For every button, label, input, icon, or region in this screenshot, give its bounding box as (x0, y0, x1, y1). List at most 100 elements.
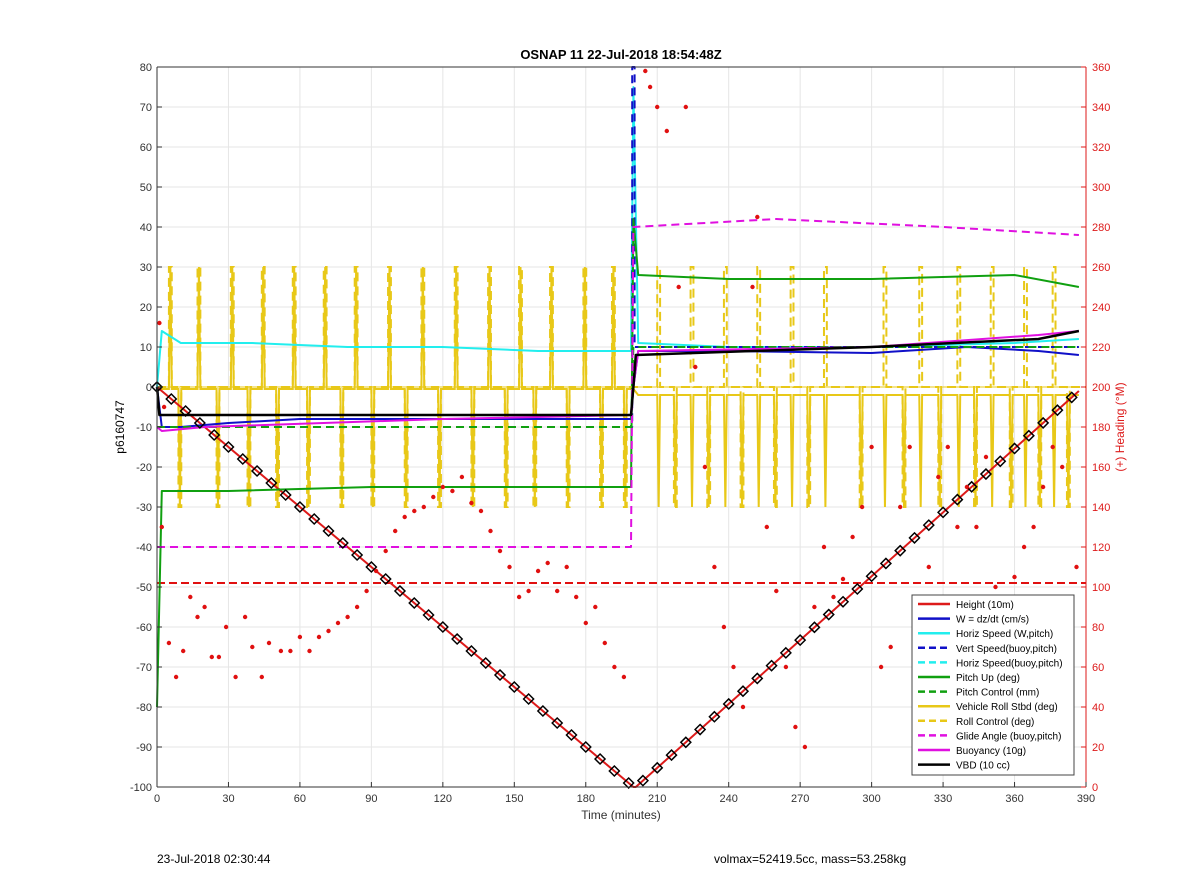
legend-label: Vert Speed(buoy,pitch) (956, 644, 1057, 655)
y-tick-label: 60 (140, 142, 152, 154)
heading-point (335, 620, 341, 626)
height-marker (351, 548, 364, 562)
x-tick-label: 360 (1005, 793, 1023, 805)
height-marker (408, 596, 421, 610)
height-marker (222, 440, 235, 454)
x-tick-label: 390 (1077, 793, 1095, 805)
heading-point (161, 404, 167, 410)
height-marker (779, 646, 792, 659)
y-right-tick-label: 280 (1092, 222, 1110, 234)
height-marker (651, 761, 664, 774)
height-marker (236, 452, 249, 466)
height-marker (536, 704, 549, 718)
heading-point (159, 524, 164, 530)
height-marker (1065, 391, 1078, 404)
y-tick-label: -10 (136, 422, 152, 434)
height-marker (851, 582, 864, 596)
height-marker (922, 519, 935, 532)
height-marker (265, 476, 278, 490)
height-marker (336, 536, 349, 550)
heading-point (373, 568, 379, 574)
height-marker (365, 560, 378, 574)
heading-point (202, 604, 207, 610)
heading-point (488, 528, 493, 534)
height-marker (722, 697, 735, 711)
heading-point (926, 564, 931, 570)
heading-point (223, 624, 229, 630)
height-marker (636, 774, 649, 787)
y-right-tick-label: 40 (1092, 702, 1104, 714)
heading-point (297, 634, 303, 640)
x-tick-label: 210 (648, 793, 666, 805)
height-marker (479, 656, 492, 670)
height-marker (808, 621, 821, 634)
heading-point (535, 568, 541, 574)
glide-angle-line (157, 218, 1079, 548)
heading-point (621, 674, 627, 680)
vehicle-roll-line (157, 266, 1079, 508)
heading-point (812, 604, 817, 610)
heading-point (750, 284, 755, 290)
height-marker (379, 572, 392, 586)
y-right-tick-label: 340 (1092, 102, 1110, 114)
heading-point (583, 620, 588, 626)
axes: 0 30 60 90 120 150 180 210 240 270 300 330 360 390-10… (130, 62, 1110, 805)
height-marker (951, 493, 964, 506)
heading-point (593, 604, 598, 610)
y-right-tick-label: 160 (1092, 462, 1110, 474)
height-marker (822, 608, 835, 621)
height-marker (708, 710, 721, 723)
y-tick-label: 20 (140, 302, 152, 314)
height-marker (293, 500, 306, 514)
y-tick-label: -30 (136, 502, 152, 514)
height-marker (979, 467, 993, 481)
y-tick-label: 10 (140, 342, 152, 354)
legend-label: Height (10m) (956, 600, 1014, 611)
heading-point (612, 664, 617, 670)
legend-label: Pitch Control (mm) (956, 688, 1039, 699)
heading-point (869, 444, 874, 450)
heading-point (545, 560, 550, 566)
height-marker (894, 544, 907, 557)
y-tick-label: -90 (136, 742, 152, 754)
legend-label: Roll Control (deg) (956, 717, 1034, 728)
heading-point (683, 104, 688, 110)
y-axis-label: p6160747 (113, 400, 127, 454)
heading-point (712, 564, 717, 570)
heading-point (393, 528, 398, 534)
y-right-tick-label: 260 (1092, 262, 1110, 274)
y-tick-label: -100 (130, 782, 152, 794)
heading-point (564, 564, 569, 570)
legend-label: Pitch Up (deg) (956, 673, 1020, 684)
heading-point (1050, 444, 1055, 450)
y-tick-label: -40 (136, 542, 152, 554)
heading-point (233, 674, 238, 680)
heading-point (831, 594, 836, 600)
heading-point (507, 564, 512, 570)
height-marker (322, 524, 335, 538)
height-marker (1008, 442, 1021, 455)
y-tick-label: -60 (136, 622, 152, 634)
height-marker (965, 480, 978, 493)
heading-point (209, 654, 214, 660)
x-tick-label: 270 (791, 793, 809, 805)
heading-point (345, 614, 350, 620)
height-marker (751, 672, 764, 685)
y-right-tick-label: 140 (1092, 502, 1110, 514)
legend-label: Buoyancy (10g) (956, 746, 1026, 757)
height-marker (879, 557, 892, 570)
heading-point (821, 544, 827, 550)
heading-point (354, 604, 360, 610)
y-axis-right-label: (+) Heading (°M) (1113, 382, 1127, 471)
height-marker (522, 692, 535, 706)
y-tick-label: -70 (136, 662, 152, 674)
height-marker (608, 764, 621, 778)
height-marker (679, 736, 692, 749)
legend-label: Vehicle Roll Stbd (deg) (956, 702, 1058, 713)
heading-point (326, 628, 331, 634)
y-right-tick-label: 80 (1092, 622, 1104, 634)
y-right-tick-label: 60 (1092, 662, 1104, 674)
x-tick-label: 240 (720, 793, 738, 805)
y-tick-label: 70 (140, 102, 152, 114)
heading-point (1060, 464, 1065, 470)
